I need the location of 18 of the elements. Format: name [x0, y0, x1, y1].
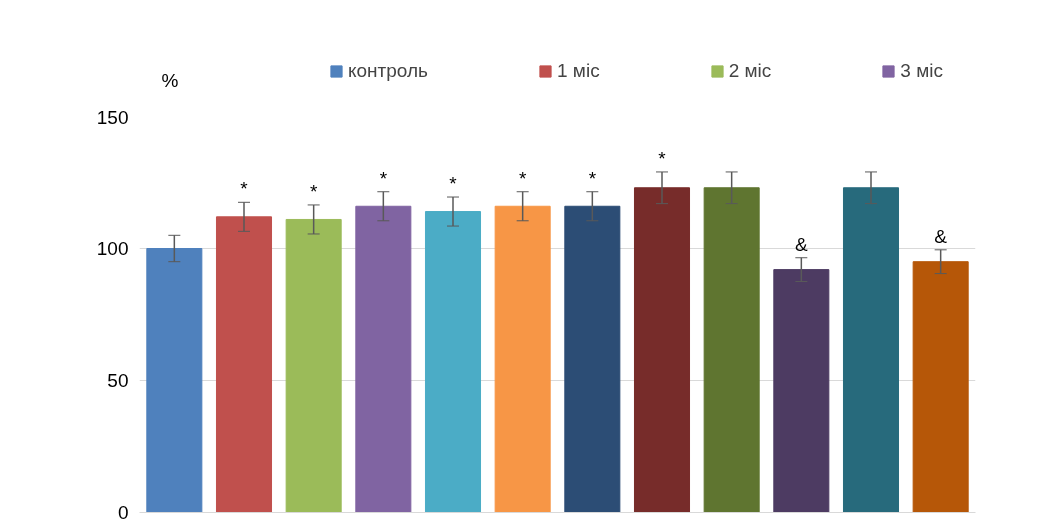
y-tick-label: 50: [107, 370, 129, 391]
legend-label: 1 міс: [557, 60, 600, 82]
data-label: &: [795, 233, 808, 255]
data-label: *: [588, 167, 597, 189]
legend-label: 2 міс: [728, 60, 772, 82]
legend-label: 3 міс: [900, 60, 943, 82]
data-label: *: [379, 167, 388, 189]
y-axis-title: %: [161, 69, 179, 91]
data-label: *: [309, 180, 318, 202]
data-label: *: [449, 173, 458, 195]
y-tick-label: 100: [96, 238, 129, 259]
data-label: *: [518, 167, 527, 189]
y-tick-label: 0: [117, 502, 129, 523]
legend-label: контроль: [348, 60, 428, 82]
data-label: *: [658, 147, 667, 169]
y-tick-label: 150: [96, 106, 129, 128]
data-label: &: [934, 225, 948, 247]
data-label: *: [240, 178, 249, 200]
